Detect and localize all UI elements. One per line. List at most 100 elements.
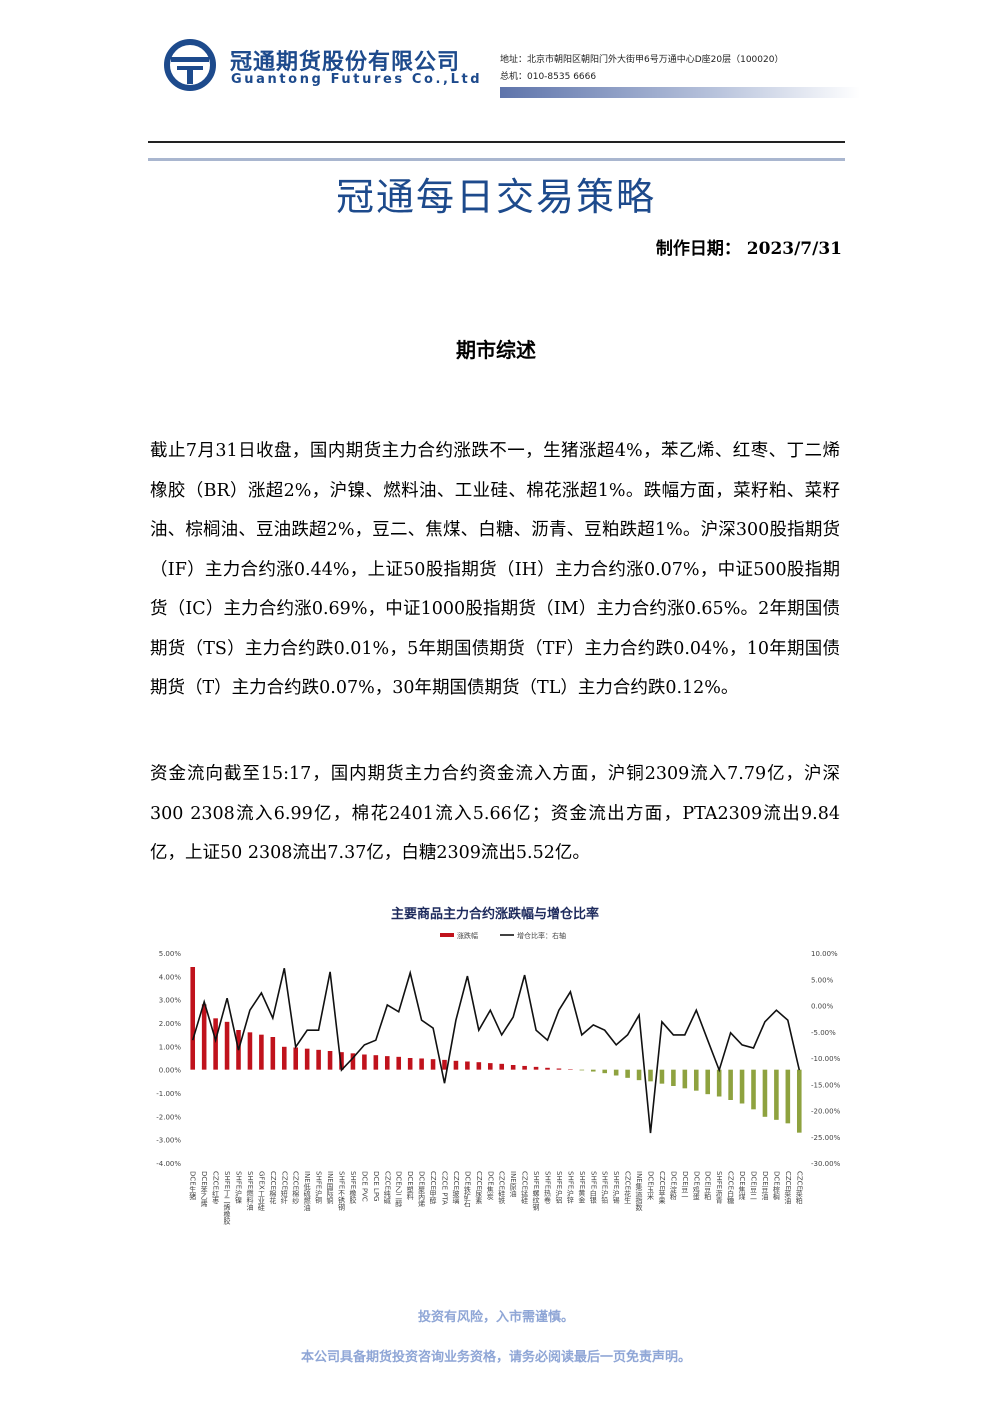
bar (579, 1069, 585, 1071)
footer-note: 投资有风险，入市需谨慎。 (417, 1310, 574, 1325)
x-tick-label: CZCE菜粕 (795, 1171, 803, 1205)
bar (659, 1069, 665, 1084)
y-tick-label: -3.00% (156, 1137, 181, 1145)
y-tick-label: -2.00% (156, 1113, 181, 1121)
y2-tick-label: 5.00% (811, 976, 834, 984)
x-tick-label: DCE LPG (372, 1171, 380, 1201)
x-tick-label: CZCE棉花 (269, 1171, 277, 1205)
company-name-en: Guantong Futures Co.,Ltd (231, 72, 483, 87)
x-tick-label: SHFE沥青 (715, 1171, 723, 1204)
bar (522, 1065, 527, 1070)
footer-note: 本公司具备期货投资咨询业务资格，请务必阅读最后一页免责声明。 (300, 1350, 691, 1365)
y-tick-label: 1.00% (159, 1043, 182, 1051)
y-tick-label: 3.00% (159, 997, 182, 1005)
bar (213, 1018, 218, 1070)
bar (762, 1069, 768, 1117)
bar (705, 1069, 711, 1095)
x-tick-label: SHFE燃料油 (246, 1171, 254, 1211)
bar (545, 1067, 550, 1070)
company-name: 冠通期货股份有限公司 (230, 50, 461, 75)
x-tick-label: SHFE丁二烯橡胶 (223, 1171, 231, 1225)
bar (751, 1069, 756, 1110)
y2-tick-label: -30.00% (811, 1160, 841, 1168)
x-tick-label: DCE豆一 (681, 1171, 689, 1200)
address: 地址：北京市朝阳区朝阳门外大街甲6号万通中心D座20层（100020） (500, 55, 784, 65)
bar (327, 1051, 333, 1070)
x-tick-label: CZCE红枣 (212, 1171, 220, 1205)
bar (510, 1065, 516, 1070)
x-tick-label: SHFE热卷 (544, 1171, 552, 1203)
bar (453, 1060, 459, 1070)
legend-label: 涨跌幅 (457, 931, 478, 940)
bar (533, 1066, 539, 1070)
x-tick-label: DCE铁矿石 (463, 1171, 471, 1208)
x-tick-label: CZCE棉纱 (292, 1171, 300, 1204)
date-line: 制作日期： 2023/7/31 (656, 234, 842, 259)
y-tick-label: -4.00% (156, 1160, 181, 1168)
x-tick-label: INE原油 (509, 1171, 517, 1198)
bar (796, 1069, 802, 1133)
x-tick-label: INE国际铜 (326, 1171, 334, 1205)
bar (716, 1069, 722, 1097)
x-tick-label: SHFE白银 (589, 1171, 597, 1204)
bar (293, 1047, 299, 1070)
x-tick-label: DCE淀粉 (669, 1171, 677, 1201)
x-tick-label: SHFE沪铝 (555, 1171, 563, 1204)
chart: 主要商品主力合约涨跌幅与增仓比率 5.00% 4.00% 3.00% 2.00% 1.0… (156, 906, 841, 1225)
logo (164, 39, 216, 91)
y2-tick-label: 0.00% (811, 1003, 834, 1011)
y2-tick-label: -5.00% (811, 1029, 836, 1037)
x-tick-label: CZCE玻璃 (452, 1171, 460, 1205)
x-tick-label: CZCE苹果 (658, 1171, 666, 1205)
y2-tick-label: 10.00% (811, 950, 838, 958)
paragraph: 截止7月31日收盘，国内期货主力合约涨跌不一，生猪涨超4%，苯乙烯、红枣、丁二烯… (150, 441, 840, 698)
x-tick-label: DCE生猪 (189, 1171, 197, 1201)
x-tick-label: DCE焦煤 (738, 1171, 746, 1201)
date: 2023/7/31 (746, 239, 842, 259)
x-tick-label: INE集运指数 (635, 1171, 643, 1212)
line (191, 968, 801, 1134)
x-tick-label: DCE鸡蛋 (692, 1171, 700, 1201)
y-tick-label: 2.00% (159, 1020, 182, 1028)
x-tick-label: DCE聚丙烯 (418, 1171, 426, 1208)
section-heading: 期市综述 (456, 338, 536, 362)
x-tick-label: SHFE橡胶 (349, 1171, 357, 1204)
bar (590, 1069, 596, 1072)
phone: 总机：010-8535 6666 (500, 72, 597, 82)
bar (636, 1069, 642, 1081)
bar (487, 1063, 493, 1070)
x-tick-label: DCE PVC (360, 1171, 368, 1202)
y-tick-label: 0.00% (159, 1067, 182, 1075)
bar (442, 1059, 447, 1070)
x-tick-label: SHFE不锈钢 (338, 1171, 346, 1211)
bar (476, 1062, 482, 1070)
bar (774, 1069, 779, 1120)
bar (430, 1059, 436, 1070)
x-tick-label: DCE豆二 (750, 1171, 758, 1200)
rule (148, 158, 845, 161)
bar (224, 1021, 230, 1070)
x-tick-label: DCE棕榈 (772, 1171, 780, 1201)
y2-tick-label: -10.00% (811, 1055, 841, 1063)
y-tick-label: 5.00% (159, 950, 182, 958)
x-tick-label: CZCE花生 (624, 1171, 632, 1204)
x-tick-label: CZCE白糖 (727, 1171, 735, 1205)
x-tick-label: CZCE PTA (441, 1171, 449, 1205)
bar (407, 1058, 413, 1070)
chart-title: 主要商品主力合约涨跌幅与增仓比率 (391, 906, 599, 922)
x-tick-label: SHFE黄金 (578, 1171, 586, 1203)
title: 冠通每日交易策略 (335, 175, 656, 219)
x-tick-label: DCE塑料 (406, 1171, 414, 1201)
y-tick-label: -1.00% (156, 1090, 181, 1098)
y2-tick-label: -20.00% (811, 1108, 841, 1116)
bar (384, 1056, 390, 1070)
x-tick-label: DCE豆油 (761, 1171, 769, 1201)
x-tick-label: DCE玉米 (647, 1171, 655, 1201)
bar (419, 1058, 424, 1070)
rule (148, 141, 845, 143)
x-tick-label: DCE苯乙烯 (200, 1171, 208, 1208)
bar (190, 967, 196, 1070)
x-tick-label: DCE焦炭 (486, 1171, 494, 1201)
bar (682, 1069, 688, 1089)
